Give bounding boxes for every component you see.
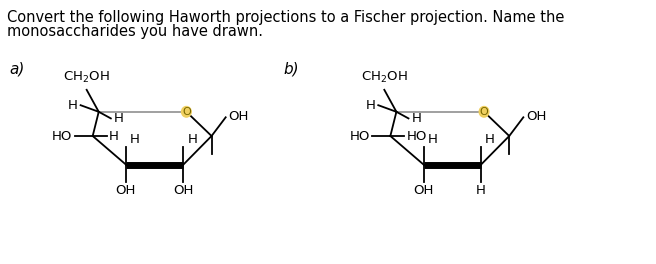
- Text: CH$_2$OH: CH$_2$OH: [361, 70, 407, 85]
- Text: a): a): [9, 62, 24, 77]
- Text: HO: HO: [350, 130, 370, 143]
- Circle shape: [182, 106, 191, 117]
- Text: HO: HO: [407, 130, 427, 143]
- Text: H: H: [411, 112, 421, 125]
- Text: OH: OH: [413, 184, 434, 197]
- Text: HO: HO: [52, 130, 73, 143]
- Text: OH: OH: [229, 110, 249, 123]
- Text: b): b): [284, 62, 300, 77]
- Text: H: H: [476, 184, 486, 197]
- Text: H: H: [365, 99, 375, 112]
- Text: monosaccharides you have drawn.: monosaccharides you have drawn.: [7, 24, 263, 39]
- Text: OH: OH: [526, 110, 546, 123]
- Text: OH: OH: [115, 184, 136, 197]
- Text: H: H: [109, 130, 119, 143]
- Text: H: H: [114, 112, 124, 125]
- Text: O: O: [182, 107, 191, 117]
- Text: Convert the following Haworth projections to a Fischer projection. Name the: Convert the following Haworth projection…: [7, 10, 565, 25]
- Text: CH$_2$OH: CH$_2$OH: [64, 70, 110, 85]
- Text: H: H: [485, 133, 495, 146]
- Circle shape: [480, 106, 489, 117]
- Text: H: H: [130, 133, 140, 146]
- Text: H: H: [428, 133, 438, 146]
- Text: H: H: [188, 133, 197, 146]
- Text: OH: OH: [173, 184, 194, 197]
- Text: H: H: [68, 99, 77, 112]
- Text: O: O: [480, 107, 489, 117]
